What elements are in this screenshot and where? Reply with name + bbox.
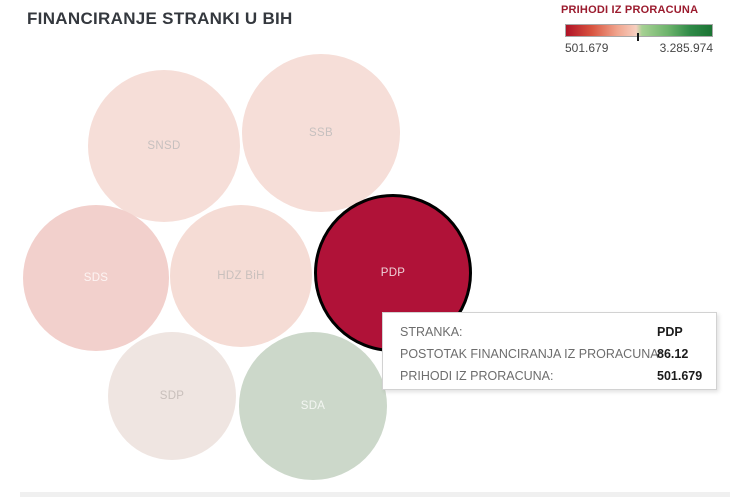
legend-gradient-wrap [565,24,713,41]
tooltip-row: PRIHODI IZ PRORACUNA: 501.679 [400,365,702,387]
bubble-sda[interactable]: SDA [239,332,387,480]
bubble-label: SDS [83,272,109,284]
horizontal-scrollbar[interactable] [20,492,730,497]
tooltip-value: PDP [657,325,683,339]
bubble-sds[interactable]: SDS [23,205,169,351]
bubble-label: SNSD [147,140,181,152]
tooltip: STRANKA: PDP POSTOTAK FINANCIRANJA IZ PR… [382,312,717,390]
page-title: FINANCIRANJE STRANKI U BIH [27,9,293,28]
bubble-ssb[interactable]: SSB [242,54,400,212]
bubble-label: SDA [300,400,326,412]
tooltip-label: STRANKA: [400,325,463,339]
color-legend: PRIHODI IZ PRORACUNA 501.679 3.285.974 [561,4,717,55]
tooltip-value: 501.679 [657,369,703,383]
tooltip-label: POSTOTAK FINANCIRANJA IZ PRORACUNA: [400,347,663,361]
legend-max-label: 3.285.974 [659,41,713,55]
bubble-label: SDP [159,390,185,402]
bubble-label: HDZ BiH [217,270,265,282]
bubble-snsd[interactable]: SNSD [88,70,240,222]
tooltip-label: PRIHODI IZ PRORACUNA: [400,369,554,383]
bubble-label: SSB [309,127,333,139]
legend-title: PRIHODI IZ PRORACUNA [561,4,699,16]
bubble-label: PDP [380,267,406,279]
tooltip-row: STRANKA: PDP [400,321,702,343]
legend-gradient-bar [565,24,713,37]
bubble-hdz-bih[interactable]: HDZ BiH [170,205,312,347]
tooltip-row: POSTOTAK FINANCIRANJA IZ PRORACUNA: 86.1… [400,343,702,365]
legend-min-label: 501.679 [565,41,609,55]
bubble-sdp[interactable]: SDP [108,332,236,460]
legend-tick-mark [637,33,639,41]
tooltip-value: 86.12 [657,347,689,361]
legend-range-labels: 501.679 3.285.974 [565,41,713,55]
